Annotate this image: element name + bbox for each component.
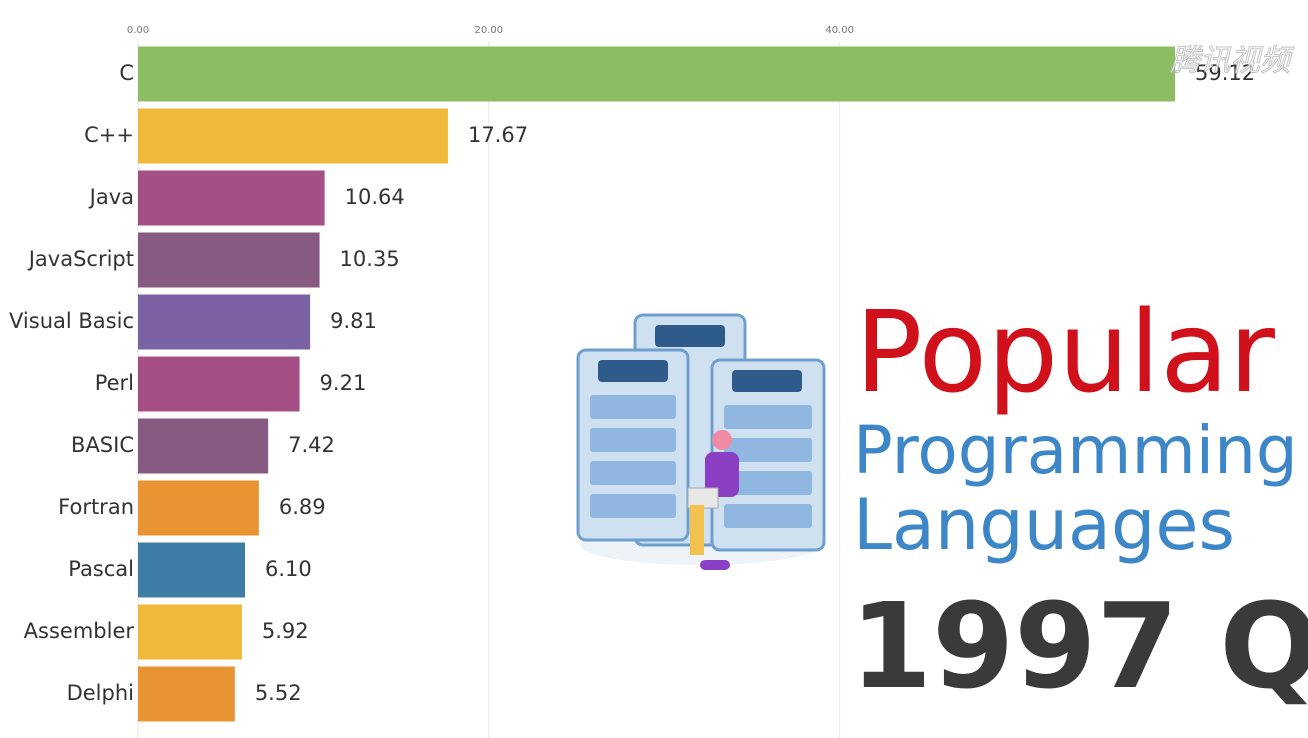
bar	[138, 356, 300, 412]
subtitle-line: Languages	[853, 484, 1235, 566]
category-label: Visual Basic	[9, 309, 134, 333]
category-label: Perl	[95, 371, 134, 395]
value-label: 9.81	[330, 309, 377, 333]
title: Popular	[855, 288, 1276, 418]
value-label: 6.89	[279, 495, 326, 519]
category-label: JavaScript	[27, 247, 134, 271]
category-label: C++	[84, 123, 134, 147]
bar	[138, 294, 311, 350]
value-label: 10.64	[345, 185, 405, 209]
category-label: Assembler	[24, 619, 135, 643]
value-label: 5.92	[262, 619, 309, 643]
category-label: Pascal	[68, 557, 134, 581]
value-label: 17.67	[468, 123, 528, 147]
category-label: Delphi	[67, 681, 134, 705]
bar	[138, 480, 259, 536]
x-tick-label: 40.00	[825, 25, 854, 36]
bar	[138, 542, 246, 598]
value-label: 10.35	[340, 247, 400, 271]
category-label: Java	[88, 185, 134, 209]
subtitle-line: Programming	[853, 412, 1298, 489]
illustration	[576, 313, 826, 570]
bar	[138, 46, 1176, 102]
value-label: 59.12	[1195, 61, 1255, 85]
category-label: C	[119, 61, 134, 85]
bar	[138, 418, 269, 474]
x-tick-label: 0.00	[127, 25, 149, 36]
period: 1997 Q1	[850, 577, 1308, 715]
bar	[138, 170, 325, 226]
bar	[138, 666, 235, 722]
value-label: 6.10	[265, 557, 312, 581]
watermark: 腾讯视频	[1170, 44, 1295, 79]
bar	[138, 604, 242, 660]
value-label: 9.21	[320, 371, 367, 395]
category-label: BASIC	[71, 433, 134, 457]
category-label: Fortran	[58, 495, 134, 519]
bar	[138, 108, 448, 164]
x-tick-label: 20.00	[475, 25, 504, 36]
value-label: 7.42	[288, 433, 335, 457]
bar	[138, 232, 320, 288]
value-label: 5.52	[255, 681, 302, 705]
